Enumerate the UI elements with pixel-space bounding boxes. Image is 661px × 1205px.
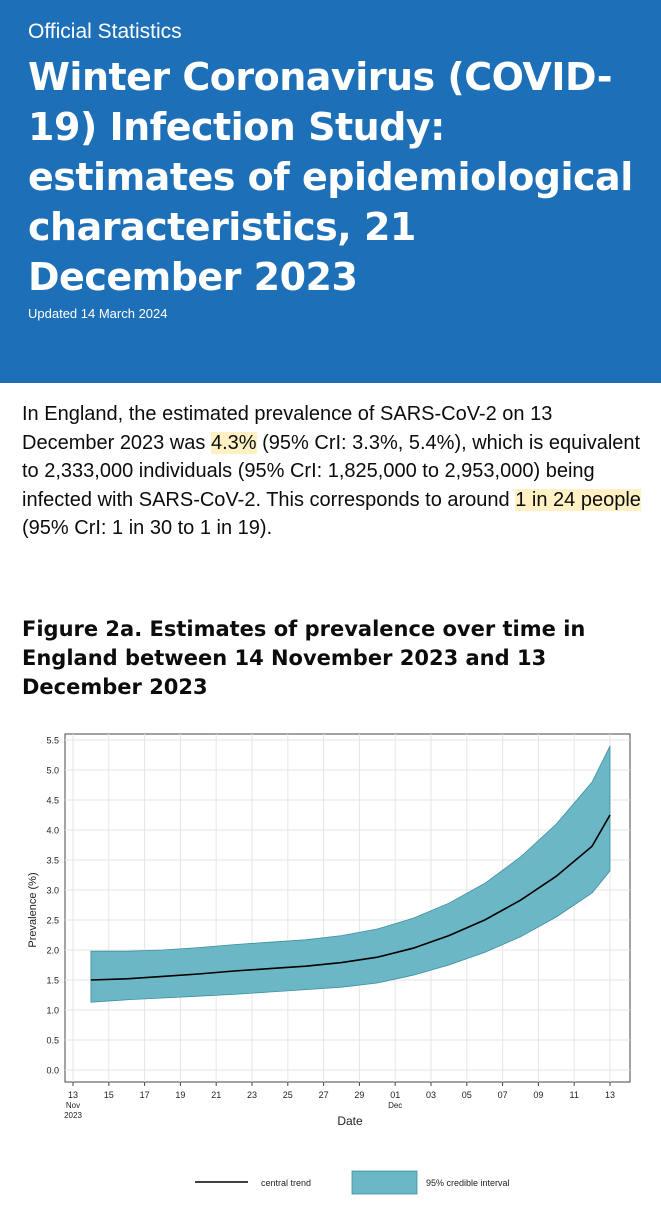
y-axis-label: Prevalence (%) (27, 872, 39, 947)
x-tick-label: 13 (605, 1090, 615, 1100)
y-tick-label: 0.5 (46, 1036, 59, 1046)
x-tick-label: 13 (68, 1090, 78, 1100)
x-tick-label: 09 (533, 1090, 543, 1100)
y-tick-label: 5.5 (46, 736, 59, 746)
figure-title: Figure 2a. Estimates of prevalence over … (22, 617, 586, 699)
y-tick-label: 3.5 (46, 856, 59, 866)
x-tick-label: 27 (319, 1090, 329, 1100)
legend-interval-label: 95% credible interval (426, 1178, 510, 1188)
updated-date: Updated 14 March 2024 (28, 306, 168, 321)
page-title: Winter Coronavirus (COVID-19) Infection … (28, 55, 633, 299)
y-tick-label: 2.5 (46, 916, 59, 926)
x-tick-label: 17 (140, 1090, 150, 1100)
credible-interval-band (90, 745, 611, 1003)
central-trend-line (90, 814, 611, 981)
y-tick-label: 0.0 (46, 1066, 59, 1076)
y-tick-label: 1.5 (46, 976, 59, 986)
x-tick-label: 2023 (64, 1111, 82, 1120)
legend-interval-swatch (351, 1170, 418, 1195)
y-tick-label: 3.0 (46, 886, 59, 896)
caption: Official Statistics (28, 20, 182, 43)
summary-text-3: (95% CrI: 1 in 30 to 1 in 19). (22, 517, 273, 539)
chart-container: 0.0 0.5 1.0 1.5 2.0 2.5 3.0 3.5 4.0 4.5 5.0 5.5 13 No… (0, 720, 661, 1200)
y-tick-label: 4.5 (46, 796, 59, 806)
summary-paragraph: In England, the estimated prevalence of … (22, 400, 647, 543)
y-tick-label: 5.0 (46, 766, 59, 776)
x-tick-label: 25 (283, 1090, 293, 1100)
x-tick-label: Nov (66, 1101, 80, 1110)
y-tick-label: 2.0 (46, 946, 59, 956)
highlight-ratio: 1 in 24 people (515, 488, 641, 511)
y-tick-label: 4.0 (46, 826, 59, 836)
x-tick-label: Dec (388, 1101, 402, 1110)
x-tick-label: 21 (211, 1090, 221, 1100)
x-tick-label: 11 (570, 1090, 579, 1100)
x-tick-label: 29 (354, 1090, 364, 1100)
x-tick-label: 07 (498, 1090, 508, 1100)
y-tick-label: 1.0 (46, 1006, 59, 1016)
prevalence-chart: 0.00.51.01.52.02.53.03.54.04.55.05.513No… (27, 733, 631, 1195)
x-axis-label: Date (337, 1114, 363, 1128)
x-tick-label: 19 (175, 1090, 185, 1100)
page-header: Official Statistics Winter Coronavirus (… (0, 0, 661, 383)
legend-trend-label: central trend (261, 1178, 311, 1188)
x-tick-label: 15 (104, 1090, 114, 1100)
x-tick-label: 01 (390, 1090, 400, 1100)
summary-text-2: (95% CrI: 3.3%, 5.4%), which is equivale… (22, 431, 641, 511)
x-tick-label: 23 (247, 1090, 257, 1100)
x-tick-label: 05 (462, 1090, 472, 1100)
x-tick-label: 03 (426, 1090, 436, 1100)
summary-text-1: In England, the estimated prevalence of … (22, 403, 553, 454)
highlight-prevalence: 4.3% (210, 431, 257, 454)
